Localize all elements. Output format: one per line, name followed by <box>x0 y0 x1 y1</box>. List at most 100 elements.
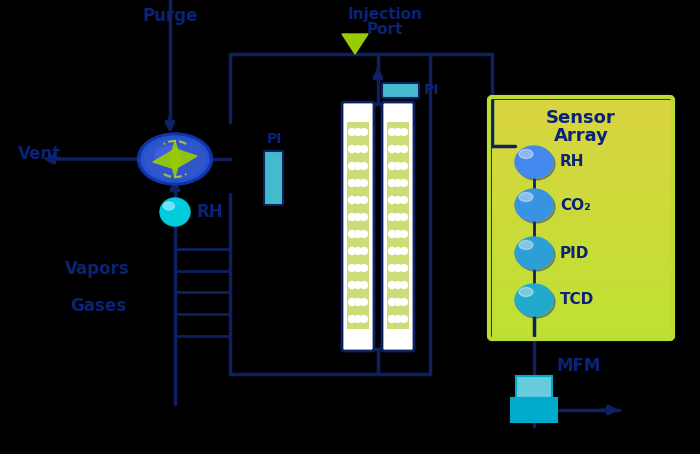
Bar <box>492 123 670 132</box>
Ellipse shape <box>517 191 555 223</box>
Circle shape <box>354 163 361 169</box>
Ellipse shape <box>515 237 553 269</box>
Circle shape <box>349 179 356 187</box>
Circle shape <box>395 247 402 255</box>
Circle shape <box>360 298 368 306</box>
Text: Purge: Purge <box>142 7 197 25</box>
Circle shape <box>360 316 368 322</box>
Bar <box>492 132 670 139</box>
Circle shape <box>400 281 407 288</box>
Text: CO₂: CO₂ <box>560 197 591 212</box>
Circle shape <box>354 281 361 288</box>
Bar <box>492 194 670 202</box>
Circle shape <box>349 316 356 322</box>
Ellipse shape <box>515 284 553 316</box>
Text: Port: Port <box>367 23 403 38</box>
Circle shape <box>349 265 356 271</box>
Circle shape <box>389 163 396 169</box>
Ellipse shape <box>160 198 190 226</box>
Circle shape <box>395 316 402 322</box>
Circle shape <box>400 316 407 322</box>
Circle shape <box>349 298 356 306</box>
Ellipse shape <box>141 136 209 182</box>
Circle shape <box>395 231 402 237</box>
FancyBboxPatch shape <box>382 102 414 351</box>
Text: RH: RH <box>197 203 223 221</box>
Text: PI: PI <box>424 83 440 97</box>
Polygon shape <box>153 149 197 169</box>
Ellipse shape <box>519 192 533 202</box>
Bar <box>492 218 670 226</box>
Text: RH: RH <box>560 154 584 169</box>
Circle shape <box>395 213 402 221</box>
Bar <box>492 320 670 328</box>
Bar <box>492 312 670 320</box>
Circle shape <box>360 128 368 135</box>
Circle shape <box>354 197 361 203</box>
Text: Gases: Gases <box>70 297 126 315</box>
Circle shape <box>389 128 396 135</box>
Circle shape <box>354 179 361 187</box>
Bar <box>492 139 670 147</box>
Bar <box>492 202 670 210</box>
Text: Vent: Vent <box>18 145 61 163</box>
Circle shape <box>349 197 356 203</box>
Circle shape <box>349 128 356 135</box>
Bar <box>492 305 670 312</box>
Circle shape <box>400 231 407 237</box>
Circle shape <box>360 281 368 288</box>
FancyBboxPatch shape <box>342 102 374 351</box>
Ellipse shape <box>517 286 555 318</box>
Ellipse shape <box>155 146 185 166</box>
Circle shape <box>360 213 368 221</box>
Bar <box>492 281 670 289</box>
Text: Injection: Injection <box>348 6 422 21</box>
Circle shape <box>349 247 356 255</box>
Ellipse shape <box>519 241 533 250</box>
Ellipse shape <box>517 239 555 271</box>
Circle shape <box>389 298 396 306</box>
Bar <box>492 257 670 265</box>
Circle shape <box>360 231 368 237</box>
Circle shape <box>395 281 402 288</box>
Ellipse shape <box>517 148 555 180</box>
FancyBboxPatch shape <box>516 376 552 398</box>
Circle shape <box>395 179 402 187</box>
Circle shape <box>400 179 407 187</box>
Bar <box>492 242 670 249</box>
Circle shape <box>389 316 396 322</box>
Circle shape <box>360 163 368 169</box>
Text: MFM: MFM <box>556 357 601 375</box>
Bar <box>492 296 670 305</box>
FancyBboxPatch shape <box>387 122 409 329</box>
Bar <box>492 108 670 116</box>
Bar <box>492 273 670 281</box>
Circle shape <box>354 213 361 221</box>
Circle shape <box>389 265 396 271</box>
Circle shape <box>354 231 361 237</box>
Text: PID: PID <box>560 246 589 261</box>
Polygon shape <box>170 141 180 177</box>
Bar <box>492 100 670 108</box>
Bar <box>492 210 670 218</box>
Circle shape <box>360 179 368 187</box>
Circle shape <box>400 128 407 135</box>
Circle shape <box>354 145 361 153</box>
Circle shape <box>395 298 402 306</box>
Bar <box>492 328 670 336</box>
Circle shape <box>400 298 407 306</box>
Circle shape <box>389 145 396 153</box>
Bar <box>492 289 670 296</box>
Circle shape <box>395 265 402 271</box>
Ellipse shape <box>164 202 174 210</box>
Circle shape <box>395 163 402 169</box>
Circle shape <box>360 145 368 153</box>
Circle shape <box>360 265 368 271</box>
Ellipse shape <box>515 189 553 221</box>
Polygon shape <box>342 34 368 54</box>
Ellipse shape <box>519 149 533 158</box>
FancyBboxPatch shape <box>511 398 557 422</box>
FancyBboxPatch shape <box>347 122 369 329</box>
Circle shape <box>349 163 356 169</box>
Circle shape <box>389 231 396 237</box>
